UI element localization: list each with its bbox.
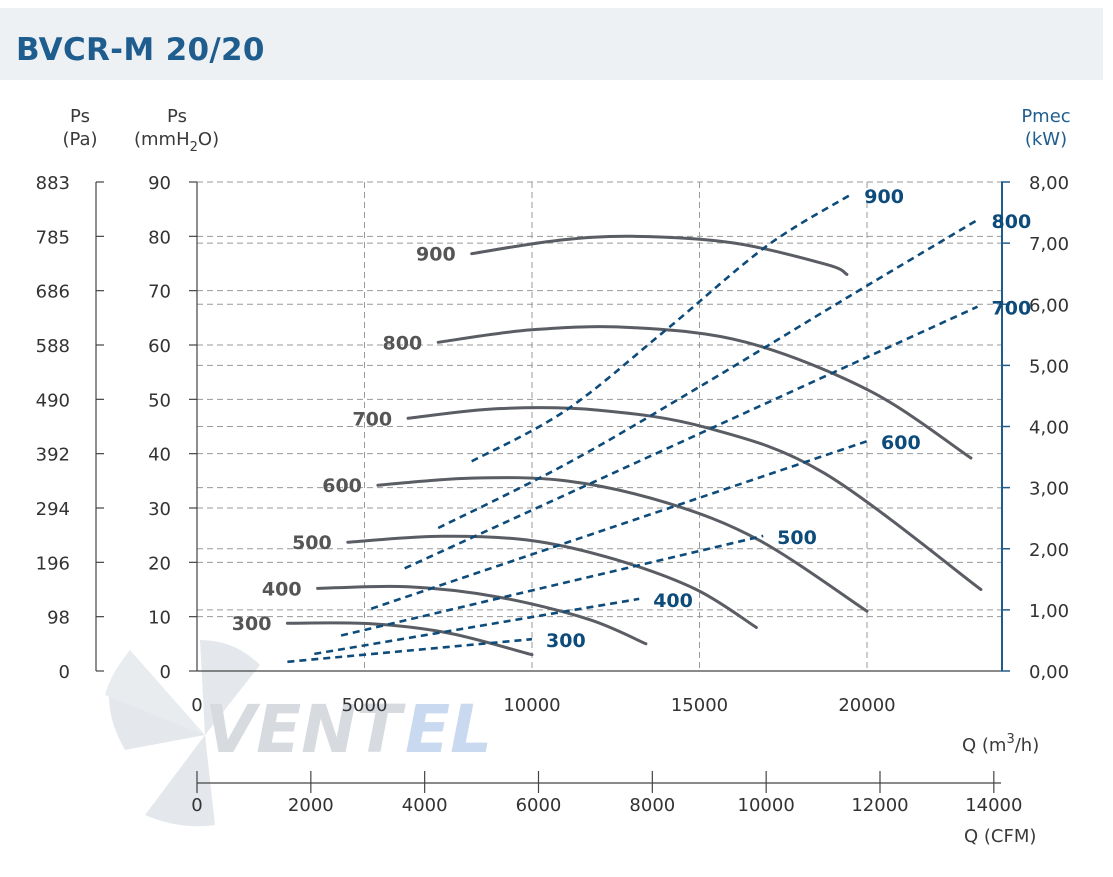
power-tick-label: 0,00 bbox=[1029, 662, 1069, 683]
power-label-900: 900 bbox=[864, 186, 904, 208]
mmh2o-tick-label: 60 bbox=[148, 336, 171, 357]
cfm-tick-label: 8000 bbox=[629, 795, 675, 816]
mmh2o-tick-label: 70 bbox=[148, 282, 171, 303]
power-curve-700 bbox=[404, 305, 979, 570]
pressure-label-900: 900 bbox=[416, 244, 456, 266]
power-curve-400 bbox=[314, 597, 640, 656]
watermark-el: EL bbox=[405, 691, 492, 768]
power-curves bbox=[287, 193, 979, 664]
pressure-curve-500 bbox=[346, 534, 758, 629]
fan-blade-icon bbox=[105, 640, 260, 827]
pressure-label-400: 400 bbox=[262, 578, 302, 600]
curve-labels: 300 400 500 600 700 800 900 300 400 500 600 700 800 9… bbox=[232, 186, 1031, 652]
power-label-500: 500 bbox=[777, 527, 817, 549]
title-bar: BVCR-M 20/20 bbox=[0, 8, 1103, 80]
cfm-axis-label: Q (CFM) bbox=[964, 826, 1036, 847]
power-tick-label: 7,00 bbox=[1029, 234, 1069, 255]
pressure-curve-800 bbox=[436, 325, 973, 460]
power-tick-label: 8,00 bbox=[1029, 173, 1069, 194]
x-tick-label: 5000 bbox=[342, 695, 388, 716]
tick-labels: 0102030405060708090098196294392490588686… bbox=[36, 173, 1069, 816]
pressure-curve-300 bbox=[285, 621, 534, 657]
mmh2o-tick-label: 30 bbox=[148, 499, 171, 520]
pressure-label-700: 700 bbox=[352, 408, 392, 430]
power-tick-label: 2,00 bbox=[1029, 540, 1069, 561]
cfm-tick-label: 6000 bbox=[516, 795, 562, 816]
power-tick-label: 4,00 bbox=[1029, 418, 1069, 439]
power-tick-label: 6,00 bbox=[1029, 295, 1069, 316]
x-tick-label: 15000 bbox=[671, 695, 728, 716]
power-tick-label: 5,00 bbox=[1029, 356, 1069, 377]
x-tick-label: 20000 bbox=[838, 695, 895, 716]
x-tick-label: 0 bbox=[191, 695, 202, 716]
pa-tick-label: 686 bbox=[36, 282, 70, 303]
cfm-tick-label: 12000 bbox=[851, 795, 908, 816]
pressure-curve-600 bbox=[376, 476, 869, 613]
mmh2o-tick-label: 20 bbox=[148, 553, 171, 574]
mmh2o-axis-unit: (mmH2O) bbox=[134, 129, 219, 155]
pa-tick-label: 0 bbox=[59, 662, 70, 683]
cfm-tick-label: 2000 bbox=[288, 795, 334, 816]
mmh2o-tick-label: 0 bbox=[160, 662, 171, 683]
power-tick-label: 1,00 bbox=[1029, 601, 1069, 622]
pressure-label-600: 600 bbox=[322, 475, 362, 497]
pressure-label-300: 300 bbox=[232, 613, 272, 635]
mmh2o-tick-label: 40 bbox=[148, 445, 171, 466]
power-label-800: 800 bbox=[992, 211, 1032, 233]
power-curve-300 bbox=[287, 637, 533, 664]
mmh2o-axis-label: Ps bbox=[167, 106, 187, 127]
pa-axis-unit: (Pa) bbox=[62, 129, 97, 150]
page-title: BVCR-M 20/20 bbox=[16, 32, 265, 68]
pa-axis-label: Ps bbox=[70, 106, 90, 127]
power-label-300: 300 bbox=[546, 630, 586, 652]
power-label-600: 600 bbox=[881, 432, 921, 454]
grid bbox=[197, 181, 1001, 671]
mmh2o-tick-label: 10 bbox=[148, 608, 171, 629]
pa-tick-label: 588 bbox=[36, 336, 70, 357]
power-curve-800 bbox=[437, 218, 979, 530]
pressure-curves bbox=[285, 234, 983, 657]
ventel-watermark: VENT EL bbox=[105, 640, 492, 827]
axes bbox=[95, 181, 1010, 793]
power-axis-label: Pmec bbox=[1021, 106, 1070, 127]
power-tick-label: 3,00 bbox=[1029, 479, 1069, 500]
power-axis-unit: (kW) bbox=[1025, 129, 1067, 150]
pa-tick-label: 196 bbox=[36, 553, 70, 574]
cfm-tick-label: 10000 bbox=[738, 795, 795, 816]
pa-tick-label: 490 bbox=[36, 390, 70, 411]
pa-tick-label: 294 bbox=[36, 499, 70, 520]
pressure-label-500: 500 bbox=[292, 532, 332, 554]
pressure-curve-900 bbox=[470, 234, 849, 276]
pressure-curve-700 bbox=[406, 406, 983, 591]
pressure-label-800: 800 bbox=[383, 332, 423, 354]
power-label-700: 700 bbox=[992, 298, 1032, 320]
pa-tick-label: 883 bbox=[36, 173, 70, 194]
x-axis-label: Q (m3/h) bbox=[962, 732, 1039, 756]
cfm-tick-label: 14000 bbox=[965, 795, 1022, 816]
power-curve-500 bbox=[340, 534, 764, 637]
power-curve-600 bbox=[370, 439, 868, 610]
watermark-vent: VENT bbox=[205, 691, 406, 768]
cfm-tick-label: 0 bbox=[191, 795, 202, 816]
cfm-tick-label: 4000 bbox=[402, 795, 448, 816]
pressure-curve-400 bbox=[316, 584, 648, 646]
mmh2o-tick-label: 90 bbox=[148, 173, 171, 194]
mmh2o-tick-label: 80 bbox=[148, 227, 171, 248]
pa-tick-label: 785 bbox=[36, 227, 70, 248]
pa-tick-label: 98 bbox=[47, 608, 70, 629]
power-label-400: 400 bbox=[653, 590, 693, 612]
pa-tick-label: 392 bbox=[36, 445, 70, 466]
mmh2o-tick-label: 50 bbox=[148, 390, 171, 411]
x-tick-label: 10000 bbox=[503, 695, 560, 716]
